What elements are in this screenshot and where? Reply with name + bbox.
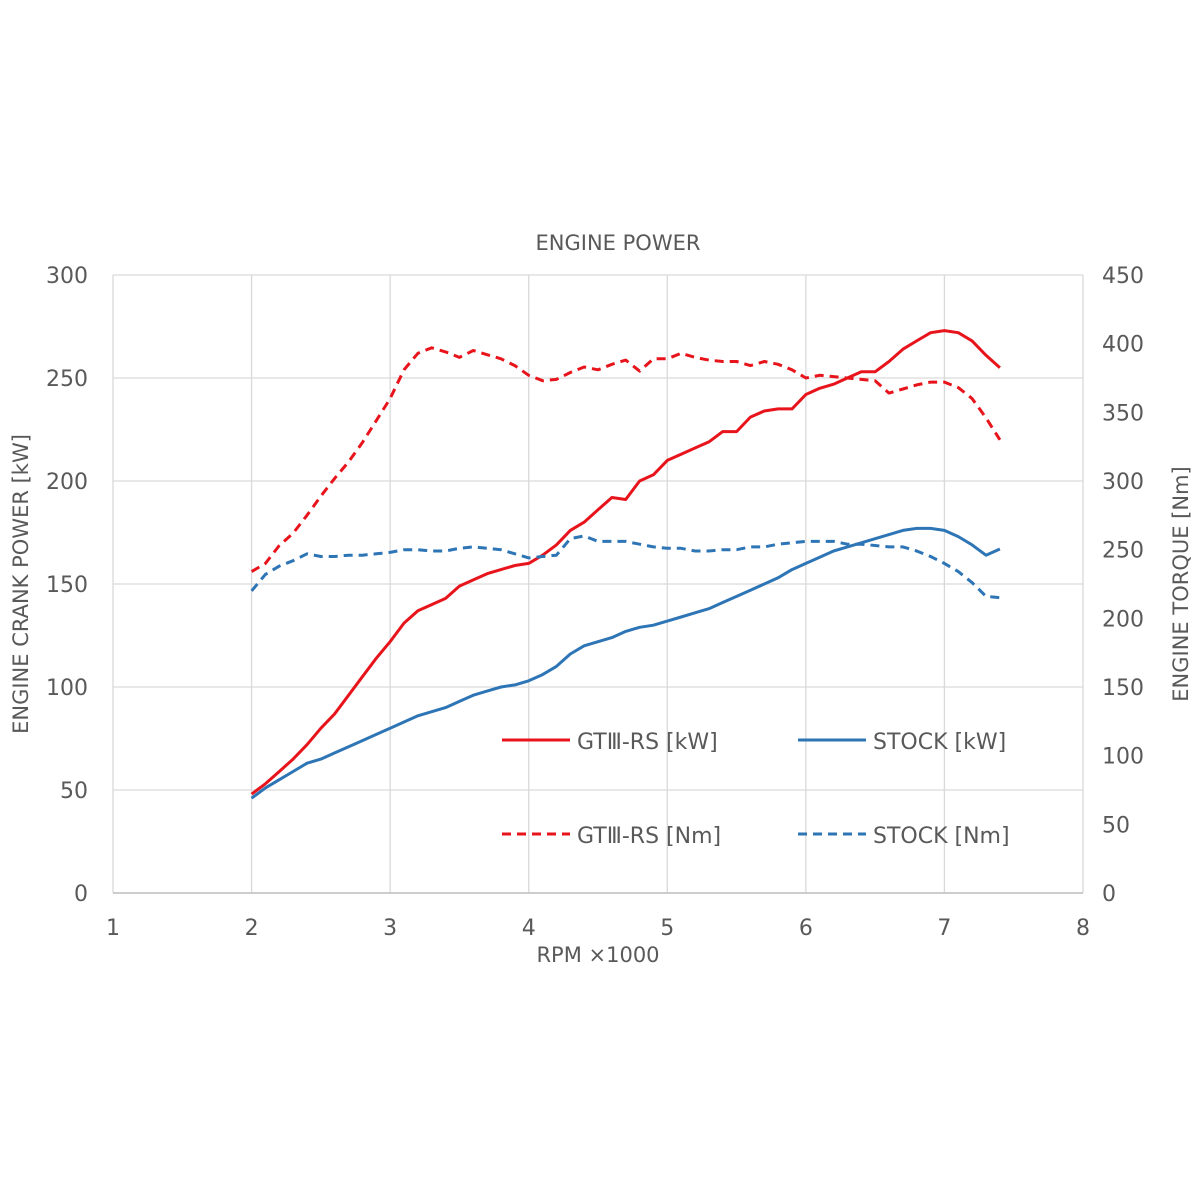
- y-tick-label: 200: [46, 470, 88, 495]
- series-lines: [250, 329, 1002, 800]
- y2-tick-label: 50: [1102, 813, 1130, 838]
- x-tick-label: 8: [1076, 916, 1090, 941]
- y-tick-label: 300: [46, 264, 88, 289]
- y-tick-label: 0: [74, 882, 88, 907]
- y-tick-label: 50: [60, 779, 88, 804]
- x-tick-label: 2: [245, 916, 259, 941]
- legend: GTⅢ-RS [kW] STOCK [kW] GTⅢ-RS [Nm] STOCK [N…: [502, 730, 1010, 849]
- legend-label: GTⅢ-RS [Nm]: [577, 824, 721, 849]
- gridlines: [112, 274, 1084, 894]
- y-tick-label: 100: [46, 676, 88, 701]
- y2-tick-label: 350: [1102, 401, 1144, 426]
- y2-tick-label: 200: [1102, 607, 1144, 632]
- y2-tick-label: 300: [1102, 470, 1144, 495]
- chart-title: ENGINE POWER: [536, 231, 701, 255]
- y-tick-label: 250: [46, 367, 88, 392]
- legend-label: STOCK [Nm]: [873, 824, 1010, 849]
- x-axis-title: RPM ×1000: [536, 943, 659, 967]
- y2-tick-label: 100: [1102, 745, 1144, 770]
- y2-axis-title: ENGINE TORQUE [Nm]: [1169, 466, 1193, 701]
- y-axis-title: ENGINE CRANK POWER [kW]: [9, 434, 33, 734]
- y2-tick-label: 450: [1102, 264, 1144, 289]
- y2-tick-label: 250: [1102, 539, 1144, 564]
- x-tick-label: 7: [937, 916, 951, 941]
- series-line-3: [250, 534, 1001, 600]
- axes: 0 50 100 150 200 250 300 0 50 100 150 200 250 300 350 4…: [46, 264, 1144, 941]
- x-tick-label: 1: [106, 916, 120, 941]
- y2-tick-label: 0: [1102, 882, 1116, 907]
- x-tick-label: 3: [383, 916, 397, 941]
- series-line-2: [250, 346, 1002, 573]
- legend-label: GTⅢ-RS [kW]: [577, 730, 718, 755]
- y2-tick-label: 400: [1102, 333, 1144, 358]
- y-tick-label: 150: [46, 573, 88, 598]
- series-line-0: [250, 329, 1001, 796]
- x-tick-label: 6: [799, 916, 813, 941]
- y2-tick-label: 150: [1102, 676, 1144, 701]
- x-tick-label: 4: [522, 916, 536, 941]
- series-line-1: [250, 526, 1001, 800]
- x-tick-label: 5: [660, 916, 674, 941]
- legend-label: STOCK [kW]: [873, 730, 1006, 755]
